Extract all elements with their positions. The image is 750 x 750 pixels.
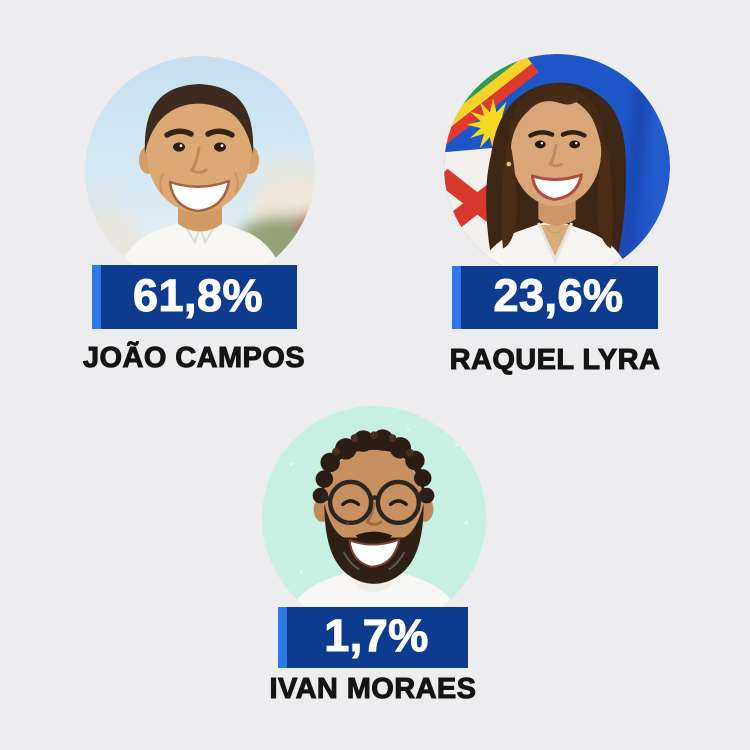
ivan-moraes-portrait bbox=[262, 406, 486, 630]
percent-value: 23,6% bbox=[493, 270, 624, 321]
percent-badge: 1,7% bbox=[278, 607, 468, 668]
joao-campos-portrait bbox=[85, 56, 315, 286]
candidate-name: JOÃO CAMPOS bbox=[83, 342, 306, 374]
candidate-name: RAQUEL LYRA bbox=[449, 344, 661, 376]
badge-stripe bbox=[278, 607, 287, 668]
candidate-name: IVAN MORAES bbox=[269, 673, 477, 705]
percent-value: 61,8% bbox=[132, 269, 264, 321]
badge-stripe bbox=[452, 266, 461, 329]
candidate-photo bbox=[444, 54, 670, 280]
candidate-photo bbox=[262, 406, 486, 630]
percent-badge: 23,6% bbox=[452, 266, 658, 329]
raquel-lyra-portrait bbox=[444, 54, 670, 280]
candidate-photo bbox=[85, 56, 315, 286]
percent-value: 1,7% bbox=[324, 610, 429, 661]
badge-stripe bbox=[92, 265, 101, 329]
percent-badge: 61,8% bbox=[92, 265, 297, 329]
